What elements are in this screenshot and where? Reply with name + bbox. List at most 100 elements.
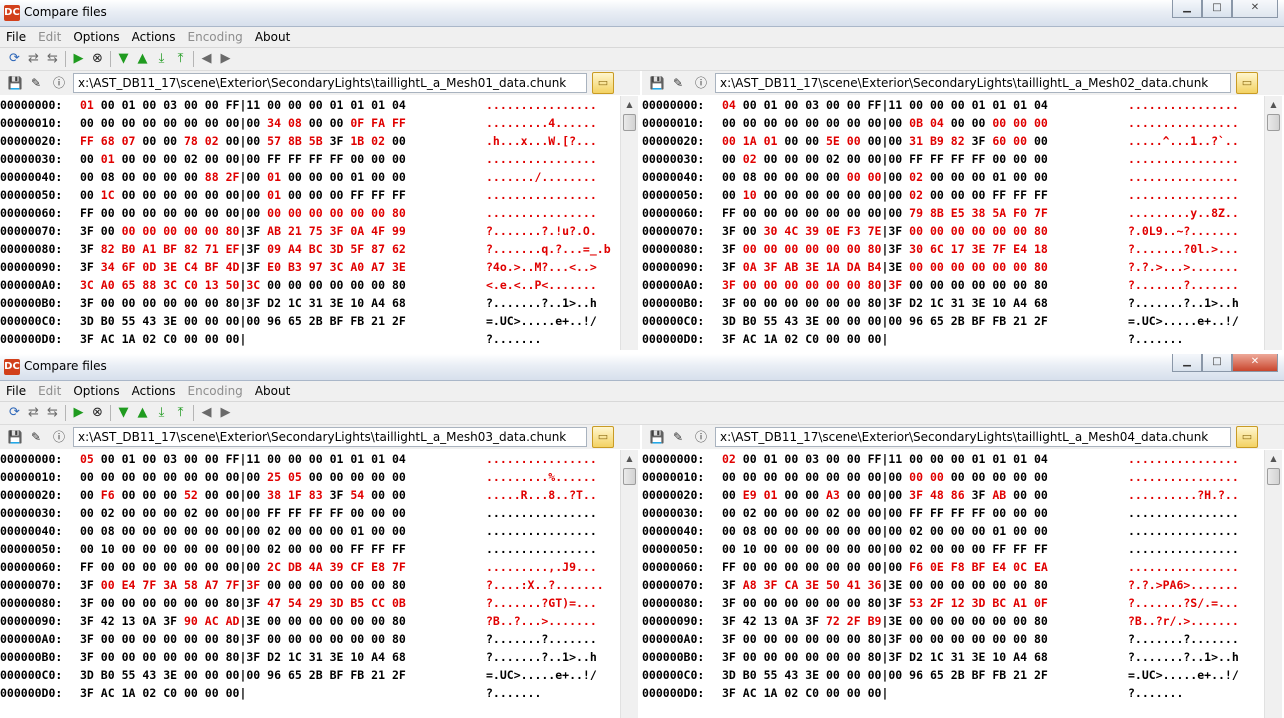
go-icon[interactable]: ▶ xyxy=(73,405,84,420)
menu-about[interactable]: About xyxy=(254,30,291,44)
next-diff-icon[interactable]: ▼ xyxy=(118,51,129,66)
vertical-scrollbar[interactable]: ▲ xyxy=(620,450,638,718)
file-info-icon[interactable]: ⓘ xyxy=(52,76,65,90)
hex-bytes: 3F AC 1A 02 C0 00 00 00| xyxy=(80,686,247,700)
scroll-thumb[interactable] xyxy=(1267,114,1280,131)
hex-byte: 1C xyxy=(929,650,944,664)
last-diff-icon[interactable]: ⤓ xyxy=(158,51,165,66)
file-info-icon[interactable]: ⓘ xyxy=(52,430,65,444)
scroll-up-icon[interactable]: ▲ xyxy=(626,100,633,109)
scroll-thumb[interactable] xyxy=(1267,468,1280,485)
menu-actions[interactable]: Actions xyxy=(131,384,176,398)
scroll-thumb[interactable] xyxy=(623,468,636,485)
file-path-field[interactable]: x:\AST_DB11_17\scene\Exterior\SecondaryL… xyxy=(715,427,1231,447)
open-folder-icon[interactable]: ▭ xyxy=(592,426,614,448)
hex-byte: 00 xyxy=(246,170,261,184)
maximize-button[interactable]: □ xyxy=(1202,354,1232,372)
hex-byte: EF xyxy=(225,242,240,256)
title-bar[interactable]: DC Compare files ▁ □ ✕ xyxy=(0,354,1284,381)
minimize-button[interactable]: ▁ xyxy=(1172,0,1202,18)
scroll-up-icon[interactable]: ▲ xyxy=(626,454,633,463)
hex-address: 000000B0: xyxy=(0,650,63,664)
hex-view[interactable]: 00000000: 02 00 01 00 03 00 00 FF|11 00 0… xyxy=(642,450,1262,718)
file-path-field[interactable]: x:\AST_DB11_17\scene\Exterior\SecondaryL… xyxy=(73,427,587,447)
hex-bytes: FF 00 00 00 00 00 00 00|00 2C DB 4A 39 C… xyxy=(80,560,406,574)
menu-file[interactable]: File xyxy=(6,384,27,398)
menu-encoding[interactable]: Encoding xyxy=(187,30,243,44)
copy-right-icon[interactable]: ▶ xyxy=(220,405,231,420)
open-folder-icon[interactable]: ▭ xyxy=(1236,426,1258,448)
vertical-scrollbar[interactable]: ▲ xyxy=(620,96,638,350)
go-icon[interactable]: ▶ xyxy=(73,51,84,66)
refresh-icon[interactable]: ⟳ xyxy=(9,51,20,66)
vertical-scrollbar[interactable]: ▲ xyxy=(1264,450,1282,718)
stop-icon[interactable]: ⊗ xyxy=(92,405,103,420)
first-diff-icon[interactable]: ⤒ xyxy=(177,51,184,66)
menu-options[interactable]: Options xyxy=(73,30,120,44)
hex-byte: B9 xyxy=(929,134,944,148)
hex-byte: 03 xyxy=(805,98,820,112)
menu-file[interactable]: File xyxy=(6,30,27,44)
open-folder-icon[interactable]: ▭ xyxy=(592,72,614,94)
hex-byte: 00 xyxy=(142,152,157,166)
save-as-icon[interactable]: ✎ xyxy=(672,76,684,90)
scroll-up-icon[interactable]: ▲ xyxy=(1270,454,1277,463)
copy-right-icon[interactable]: ▶ xyxy=(220,51,231,66)
file-path-field[interactable]: x:\AST_DB11_17\scene\Exterior\SecondaryL… xyxy=(715,73,1231,93)
menu-actions[interactable]: Actions xyxy=(131,30,176,44)
hex-view[interactable]: 00000000: 05 00 01 00 03 00 00 FF|11 00 0… xyxy=(0,450,620,718)
prev-diff-icon[interactable]: ▲ xyxy=(137,405,148,420)
hex-byte: 00 xyxy=(1013,470,1028,484)
save-icon[interactable]: 💾 xyxy=(649,76,665,90)
prev-diff-icon[interactable]: ▲ xyxy=(137,51,148,66)
save-icon[interactable]: 💾 xyxy=(7,76,23,90)
file-info-icon[interactable]: ⓘ xyxy=(694,430,707,444)
vertical-scrollbar[interactable]: ▲ xyxy=(1264,96,1282,350)
hex-byte: 10 xyxy=(350,650,365,664)
swap-icon[interactable]: ⇄ xyxy=(28,51,39,66)
hex-view[interactable]: 00000000: 04 00 01 00 03 00 00 FF|11 00 0… xyxy=(642,96,1262,350)
save-as-icon[interactable]: ✎ xyxy=(30,76,42,90)
hex-byte: 0A xyxy=(784,614,799,628)
title-bar[interactable]: DC Compare files ▁ □ ✕ xyxy=(0,0,1284,27)
swap-icon[interactable]: ⇄ xyxy=(28,405,39,420)
swap-alt-icon[interactable]: ⇆ xyxy=(47,51,58,66)
next-diff-icon[interactable]: ▼ xyxy=(118,405,129,420)
maximize-button[interactable]: □ xyxy=(1202,0,1232,18)
copy-left-icon[interactable]: ◀ xyxy=(201,51,212,66)
minimize-button[interactable]: ▁ xyxy=(1172,354,1202,372)
file-info-icon[interactable]: ⓘ xyxy=(694,76,707,90)
hex-byte: 03 xyxy=(805,452,820,466)
save-icon[interactable]: 💾 xyxy=(649,430,665,444)
stop-icon[interactable]: ⊗ xyxy=(92,51,103,66)
first-diff-icon[interactable]: ⤒ xyxy=(177,405,184,420)
save-as-icon[interactable]: ✎ xyxy=(672,430,684,444)
last-diff-icon[interactable]: ⤓ xyxy=(158,405,165,420)
save-as-icon[interactable]: ✎ xyxy=(30,430,42,444)
menu-options[interactable]: Options xyxy=(73,384,120,398)
hex-view[interactable]: 00000000: 01 00 01 00 03 00 00 FF|11 00 0… xyxy=(0,96,620,350)
menu-edit[interactable]: Edit xyxy=(38,384,62,398)
menu-edit[interactable]: Edit xyxy=(38,30,62,44)
menu-about[interactable]: About xyxy=(254,384,291,398)
menu-encoding[interactable]: Encoding xyxy=(187,384,243,398)
left-pane: 💾 ✎ ⓘ x:\AST_DB11_17\scene\Exterior\Seco… xyxy=(0,425,640,718)
hex-byte: 00 xyxy=(722,506,736,520)
hex-byte: 00 xyxy=(784,542,799,556)
save-icon[interactable]: 💾 xyxy=(7,430,23,444)
hex-byte: 21 xyxy=(287,224,302,238)
file-path-field[interactable]: x:\AST_DB11_17\scene\Exterior\SecondaryL… xyxy=(73,73,587,93)
close-button[interactable]: ✕ xyxy=(1232,0,1278,18)
scroll-thumb[interactable] xyxy=(623,114,636,131)
hex-row: 00000080: 3F 00 00 00 00 00 00 80|3F 30 6… xyxy=(642,240,1262,258)
open-folder-icon[interactable]: ▭ xyxy=(1236,72,1258,94)
copy-left-icon[interactable]: ◀ xyxy=(201,405,212,420)
hex-byte: 00 xyxy=(950,542,965,556)
hex-byte: 00 xyxy=(391,152,406,166)
scroll-up-icon[interactable]: ▲ xyxy=(1270,100,1277,109)
hex-byte: 00 xyxy=(992,470,1007,484)
refresh-icon[interactable]: ⟳ xyxy=(9,405,20,420)
close-button[interactable]: ✕ xyxy=(1232,354,1278,372)
swap-alt-icon[interactable]: ⇆ xyxy=(47,405,58,420)
hex-byte: C0 xyxy=(163,686,178,700)
